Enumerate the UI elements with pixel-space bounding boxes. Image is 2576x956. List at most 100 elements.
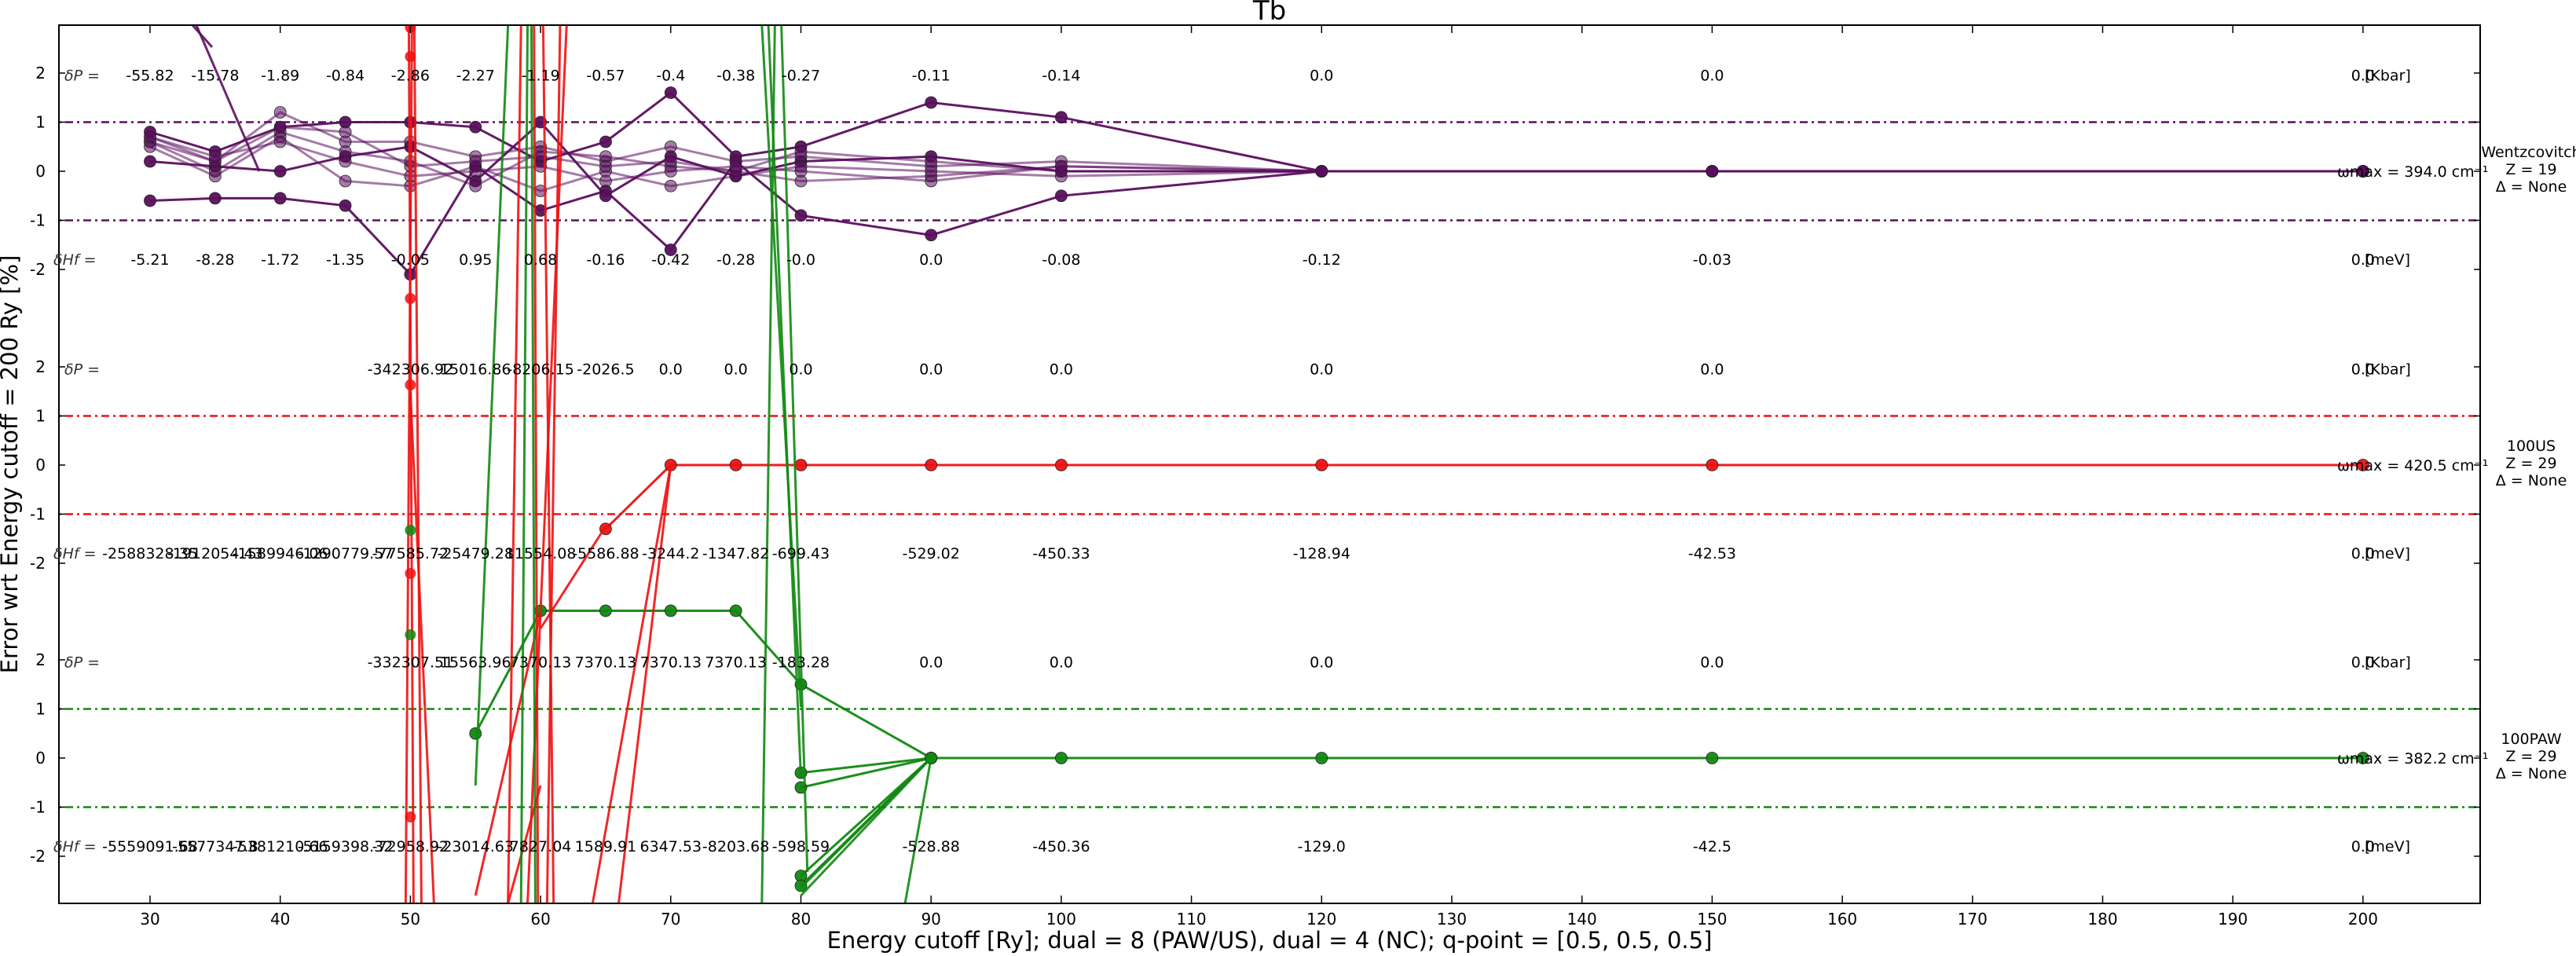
divergent-series-line [529,25,537,903]
data-point [2356,752,2369,764]
dh-value: -0.05 [391,251,430,269]
data-point [664,179,677,192]
dp-value: 7370.13 [575,654,637,671]
omega-max-label: ωmax = 420.5 cm⁻¹ [2337,457,2488,474]
dp-value: -2.27 [456,67,495,84]
y-tick-label: -1 [30,505,46,524]
dp-value: -0.11 [912,67,951,84]
dh-value: -0.12 [1303,251,1341,269]
data-point [1054,752,1068,764]
data-point [469,727,482,740]
data-point [664,140,677,153]
divergent-series-line [760,25,776,903]
x-tick-label: 170 [1958,910,1988,929]
dp-unit: [Kbar] [2365,361,2411,378]
data-point [405,293,416,304]
dh-value: -1347.82 [702,545,769,562]
omega-max-label: ωmax = 382.2 cm⁻¹ [2337,750,2488,767]
dh-value: -25479.28 [437,545,514,562]
dh-value: -450.33 [1032,545,1090,562]
data-point [1706,459,1719,471]
dh-value: 0.95 [459,251,492,269]
dp-unit: [Kbar] [2365,67,2411,84]
omega-max-label: ωmax = 394.0 cm⁻¹ [2337,163,2488,181]
divergent-series-line [474,25,510,786]
panel-100us [59,415,2480,536]
dh-value: -8203.68 [702,838,769,855]
divergent-series-line [195,25,261,172]
dp-value: 0.0 [1700,654,1724,671]
data-point [925,459,938,471]
x-tick-label: 40 [270,910,290,929]
divergent-series-line [533,25,540,903]
dh-value: -42.5 [1693,838,1731,855]
x-tick-label: 160 [1827,910,1857,929]
data-point [144,155,156,168]
dh-value: -3244.2 [642,545,699,562]
divergent-series-line [760,25,802,708]
divergent-series-line [409,392,435,903]
panel-side-label: 100PAW [2501,731,2561,748]
data-point [469,120,482,134]
divergent-series-line [545,25,562,903]
dp-value: 0.0 [2351,67,2375,84]
y-tick-label: -2 [30,554,46,573]
x-tick-label: 190 [2218,910,2248,929]
y-tick-label: 0 [35,456,46,474]
dh-value: -5559091.68 [102,838,198,855]
dp-value: 0.0 [659,361,683,378]
dh-value: -0.42 [651,251,690,269]
data-point [794,459,808,471]
y-tick-label: 2 [35,64,46,82]
dp-value: 0.0 [724,361,748,378]
dh-value: -77585.72 [372,545,449,562]
data-point [339,174,352,188]
divergent-series-line [191,25,214,48]
data-point [599,159,612,173]
x-tick-label: 140 [1567,910,1597,929]
dp-value: 0.0 [1050,361,1073,378]
dh-unit: [meV] [2365,251,2410,269]
data-point [273,135,287,148]
data-point [339,155,352,168]
plot-frame [58,24,2481,904]
series-line [149,135,2363,192]
dh-value: 11554.08 [505,545,577,562]
data-point [273,106,287,119]
data-point [599,604,612,617]
dh-value: -1.35 [326,251,365,269]
data-point [664,604,677,617]
panel-side-label: Δ = None [2496,178,2567,196]
x-tick-label: 150 [1697,910,1727,929]
dp-value: -0.38 [716,67,755,84]
dh-value: -128.94 [1293,545,1350,562]
dp-value: 15563.96 [440,654,511,671]
data-point [925,96,938,109]
data-point [405,811,416,822]
divergent-series-line [404,25,413,903]
dp-value: 0.0 [1700,67,1724,84]
dh-value: 0.68 [524,251,557,269]
dp-value: -55.82 [126,67,174,84]
y-tick-label: 0 [35,162,46,181]
divergent-series-line [617,464,672,903]
x-tick-label: 180 [2087,910,2117,929]
dh-value: -450.36 [1032,838,1090,855]
x-tick-label: 90 [921,910,940,929]
divergent-series-line [780,25,809,873]
dh-value: -1589946.06 [233,545,328,562]
data-point [273,165,287,178]
x-tick-label: 30 [140,910,159,929]
data-point [664,244,677,256]
dh-value: 0.0 [919,251,943,269]
dh-value: -23014.63 [437,838,514,855]
dh-unit: [meV] [2365,838,2410,855]
divergent-series-line [412,25,423,903]
dp-value: -0.27 [782,67,820,84]
dh-value: 0.0 [2351,251,2375,269]
dp-value: -332307.51 [368,654,454,671]
dp-value: 0.0 [2351,361,2375,378]
dh-value: -699.43 [772,545,830,562]
y-axis-label: Error wrt Energy cutoff = 200 Ry [%] [0,255,23,674]
